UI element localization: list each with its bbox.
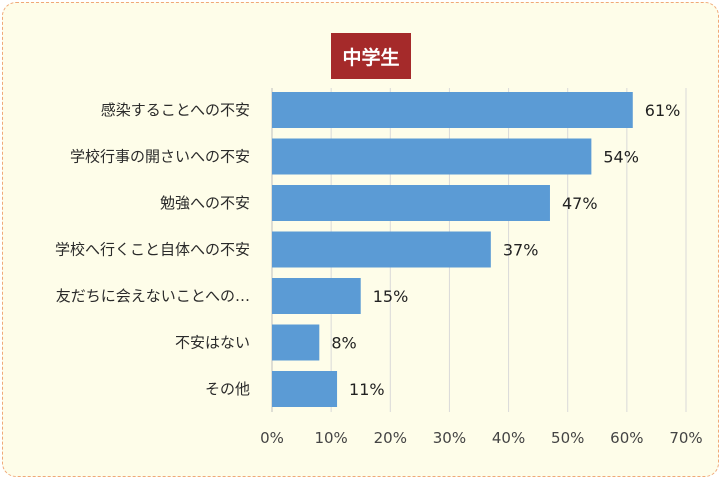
data-label: 15% xyxy=(373,287,409,306)
category-label: 学校へ行くこと自体への不安 xyxy=(55,241,250,259)
category-label: 友だちに会えないことへの… xyxy=(56,287,250,305)
x-tick-label: 50% xyxy=(551,429,584,447)
x-tick-label: 10% xyxy=(314,429,347,447)
data-label: 47% xyxy=(562,194,598,213)
x-tick-label: 40% xyxy=(492,429,525,447)
data-label: 8% xyxy=(331,334,356,353)
bar xyxy=(272,371,338,407)
bar xyxy=(272,138,592,175)
data-labels: 61% 54% 47% 37% 15% 8% 11% xyxy=(331,101,680,399)
category-label: 不安はない xyxy=(175,334,250,352)
data-label: 11% xyxy=(349,380,385,399)
x-tick-label: 30% xyxy=(433,429,466,447)
category-label: その他 xyxy=(205,380,250,398)
chart-title: 中学生 xyxy=(331,33,411,79)
x-tick-label: 70% xyxy=(669,429,702,447)
data-label: 54% xyxy=(603,148,639,167)
category-label: 感染することへの不安 xyxy=(101,101,250,119)
bar xyxy=(272,185,550,221)
x-tick-label: 0% xyxy=(260,429,284,447)
category-label: 勉強への不安 xyxy=(160,194,250,212)
data-label: 61% xyxy=(645,101,681,120)
category-labels: 感染することへの不安学校行事の開さいへの不安勉強への不安学校へ行くこと自体への不… xyxy=(55,101,250,398)
x-tick-label: 60% xyxy=(610,429,643,447)
data-label: 37% xyxy=(503,241,539,260)
bar xyxy=(272,324,320,361)
bars xyxy=(272,92,633,407)
bar xyxy=(272,278,361,314)
category-label: 学校行事の開さいへの不安 xyxy=(70,148,250,166)
bar xyxy=(272,231,491,268)
bar xyxy=(272,92,633,128)
x-tick-label: 20% xyxy=(374,429,407,447)
x-tick-labels: 0% 10% 20% 30% 40% 50% 60% 70% xyxy=(260,429,703,447)
